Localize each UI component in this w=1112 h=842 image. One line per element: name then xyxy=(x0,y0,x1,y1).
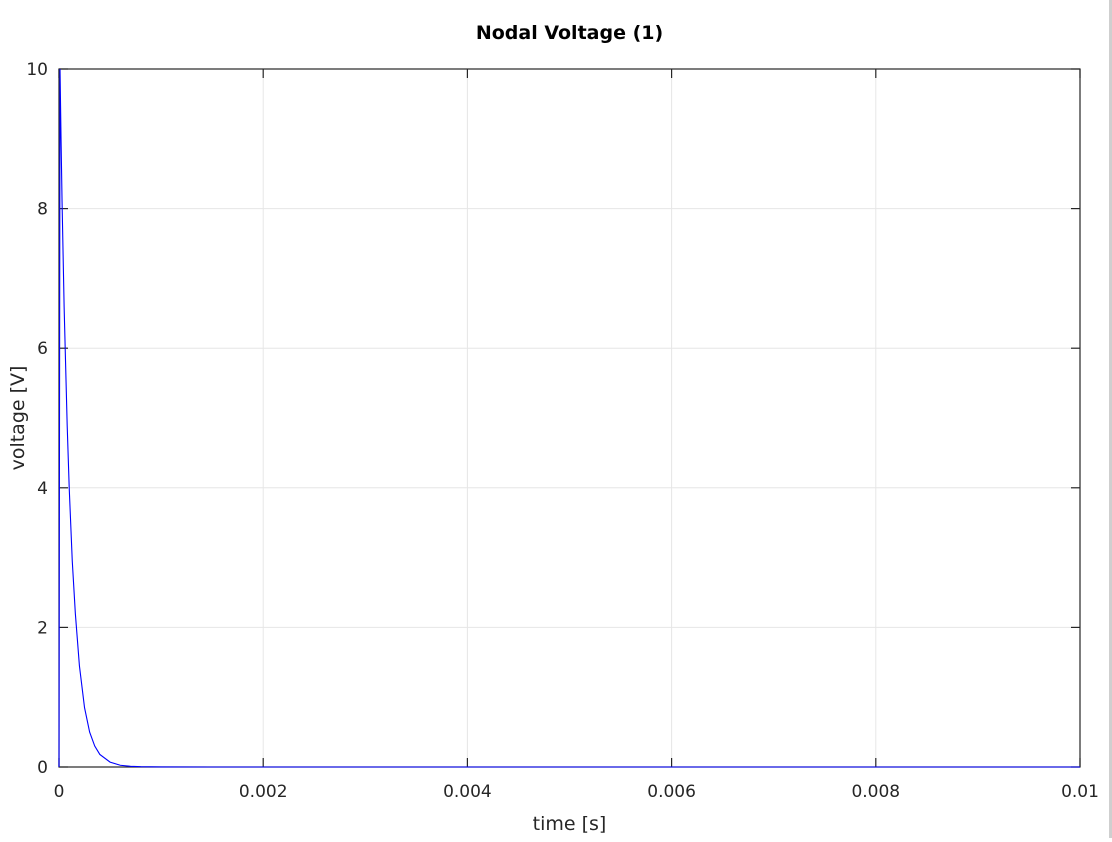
y-tick-label: 4 xyxy=(37,479,48,499)
axes-box xyxy=(58,68,1081,768)
y-tick-label: 6 xyxy=(37,339,48,359)
series-line xyxy=(58,68,1080,768)
x-tick-label: 0.008 xyxy=(851,782,900,802)
chart-title: Nodal Voltage (1) xyxy=(476,22,663,44)
tick-labels: 0 0.002 0.004 0.006 0.008 0.01 0 2 4 6 8 10 xyxy=(26,60,1099,802)
y-tick-label: 0 xyxy=(37,758,48,778)
window-edge xyxy=(1109,0,1112,838)
x-axis-label: time [s] xyxy=(533,813,607,835)
x-tick-label: 0.002 xyxy=(239,782,288,802)
x-tick-label: 0 xyxy=(54,782,65,802)
x-tick-label: 0.004 xyxy=(443,782,492,802)
y-tick-label: 10 xyxy=(26,60,48,80)
x-tick-label: 0.01 xyxy=(1061,782,1099,802)
tick-marks xyxy=(58,68,1081,768)
y-tick-label: 2 xyxy=(37,618,48,638)
y-tick-label: 8 xyxy=(37,200,48,220)
y-axis-label: voltage [V] xyxy=(7,366,29,471)
grid-lines xyxy=(59,69,1080,767)
x-tick-label: 0.006 xyxy=(647,782,696,802)
series-layer xyxy=(58,68,1080,768)
